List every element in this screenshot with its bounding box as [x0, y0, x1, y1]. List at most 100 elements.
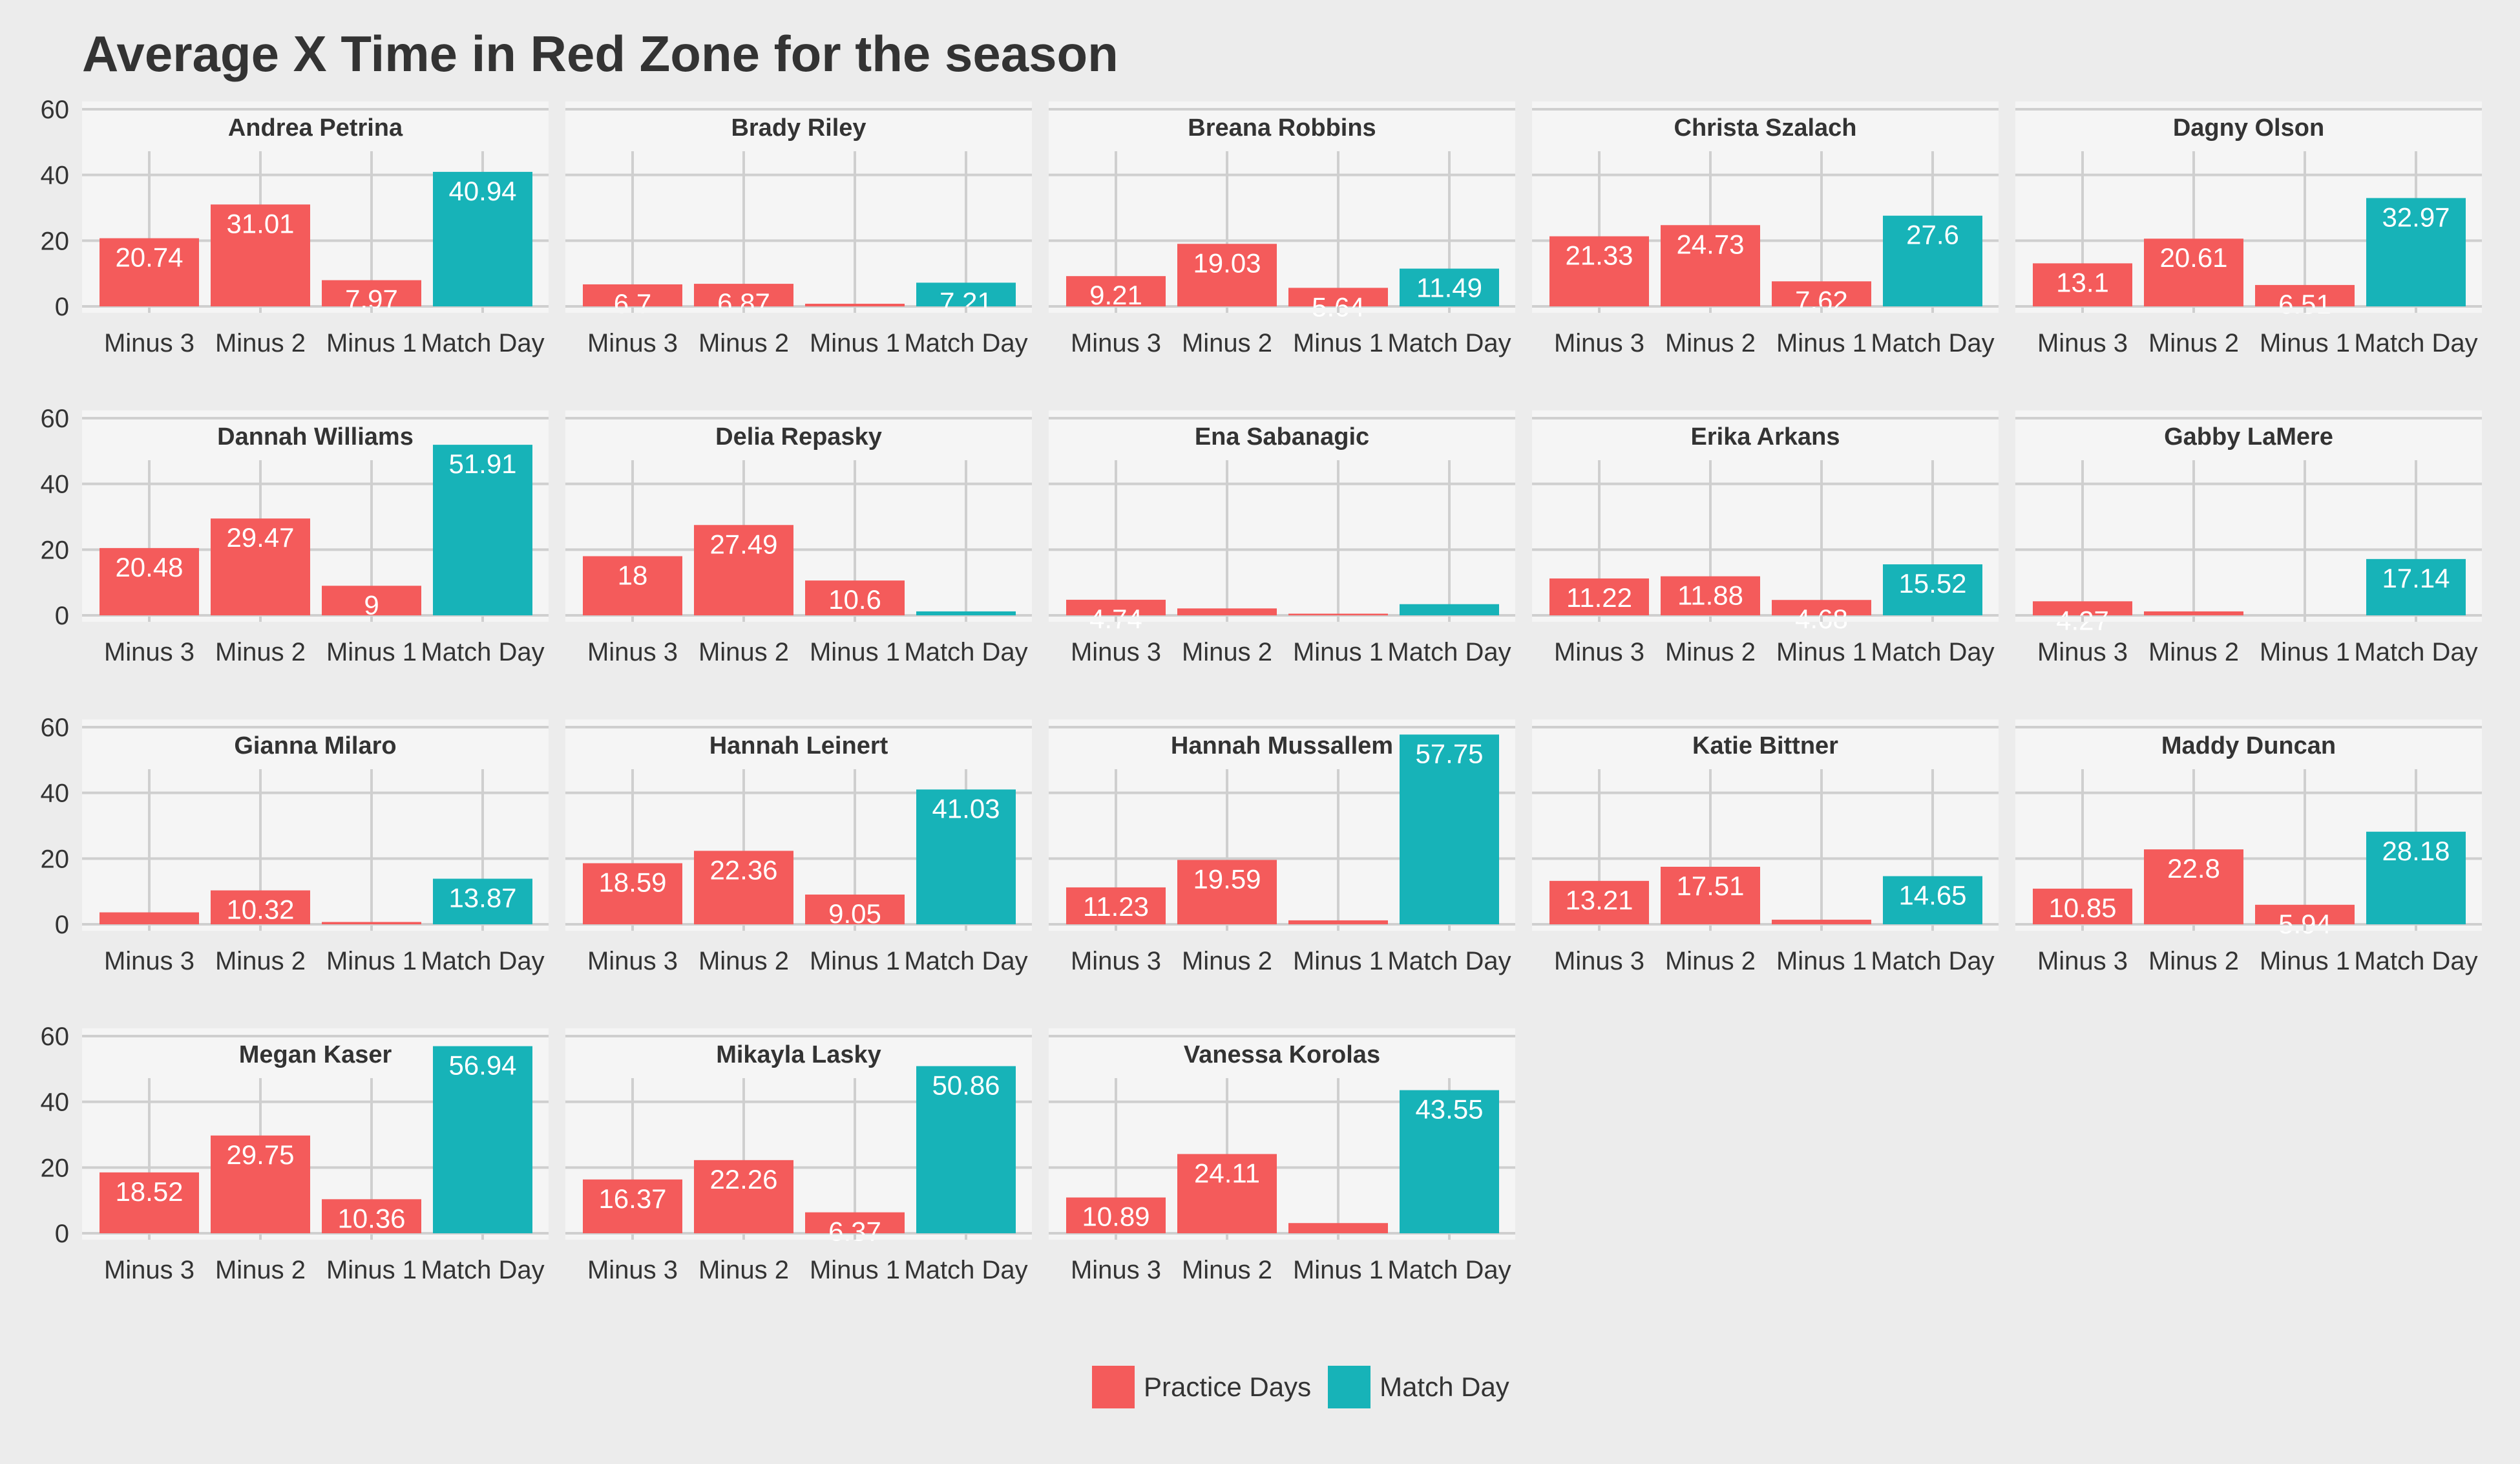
- x-tick-label: Minus 2: [1182, 947, 1272, 975]
- x-tick-label: Minus 1: [2260, 947, 2350, 975]
- bar-practice-day: [1066, 1197, 1166, 1233]
- bar-practice-day: [100, 238, 199, 306]
- x-tick-label: Match Day: [1387, 1256, 1511, 1284]
- bar-practice-day: [583, 1179, 682, 1233]
- x-tick-label: Minus 3: [104, 638, 194, 666]
- bar-value-label: 13.1: [2056, 267, 2109, 297]
- panel-baseline-mask: [1532, 308, 1999, 313]
- bar-value-label: 50.86: [932, 1070, 1000, 1100]
- facet-panel: Hannah Leinert 18.59 22.36 9.05 41.03 Minus 3…: [565, 719, 1032, 975]
- bar-match-day: [1400, 734, 1499, 924]
- panel-baseline-mask: [82, 617, 549, 622]
- bar-value-label: 18.59: [598, 867, 666, 898]
- x-tick-label: Minus 2: [215, 329, 306, 357]
- bar-value-label: 24.11: [1194, 1158, 1260, 1188]
- bar-match-day: [2366, 831, 2466, 924]
- legend-item-practice: Practice Days: [1092, 1366, 1311, 1408]
- x-tick-label: Minus 2: [1665, 947, 1756, 975]
- bar-value-label: 22.26: [709, 1164, 777, 1194]
- bar-value-label: 13.87: [448, 882, 516, 913]
- bar-value-label: 20.61: [2159, 242, 2227, 273]
- x-tick-label: Minus 3: [587, 329, 678, 357]
- panel-baseline-mask: [565, 308, 1032, 313]
- bar-practice-day: [1772, 600, 1871, 615]
- x-tick-label: Minus 2: [215, 947, 306, 975]
- x-tick-label: Minus 1: [1293, 947, 1383, 975]
- bar-value-label: 21.33: [1565, 240, 1633, 271]
- x-tick-label: Minus 3: [104, 947, 194, 975]
- x-tick-label: Match Day: [421, 638, 544, 666]
- chart-title: Average X Time in Red Zone for the seaso…: [82, 25, 1118, 82]
- facet-panel: Katie Bittner 13.21 17.51 14.65 Minus 3 Minus…: [1532, 719, 1999, 975]
- x-tick-label: Match Day: [2354, 638, 2477, 666]
- bar-value-label: 15.52: [1898, 568, 1966, 599]
- bar-practice-day: [1661, 225, 1760, 306]
- x-tick-label: Minus 3: [1071, 1256, 1161, 1284]
- bar-practice-day: [322, 280, 421, 306]
- x-tick-label: Minus 1: [810, 947, 900, 975]
- x-tick-label: Minus 2: [215, 638, 306, 666]
- y-tick-label: 40: [41, 1088, 70, 1117]
- bar-value-label: 5.94: [2278, 909, 2331, 939]
- x-tick-label: Match Day: [904, 1256, 1027, 1284]
- facet-panel: Mikayla Lasky 16.37 22.26 6.37 50.86 Minus 3 M…: [565, 1028, 1032, 1284]
- bar-practice-day: [805, 894, 905, 924]
- bar-practice-day: [1066, 599, 1166, 615]
- x-tick-label: Match Day: [1387, 638, 1511, 666]
- bar-value-label: 16.37: [598, 1183, 666, 1214]
- bar-practice-day: [1772, 919, 1871, 924]
- bar-value-label: 11.88: [1677, 580, 1743, 611]
- bar-value-label: 13.21: [1565, 885, 1633, 915]
- y-tick-label: 20: [41, 845, 70, 873]
- x-tick-label: Minus 1: [2260, 638, 2350, 666]
- x-tick-label: Minus 2: [1182, 329, 1272, 357]
- panel-baseline-mask: [565, 617, 1032, 622]
- bar-practice-day: [1549, 578, 1649, 615]
- bar-match-day: [433, 171, 532, 306]
- bar-practice-day: [2033, 601, 2132, 615]
- x-tick-label: Match Day: [904, 638, 1027, 666]
- x-tick-label: Match Day: [1387, 329, 1511, 357]
- x-tick-label: Minus 1: [1776, 947, 1867, 975]
- x-tick-label: Match Day: [1871, 329, 1994, 357]
- bar-practice-day: [1177, 1154, 1277, 1233]
- facet-panel: Hannah Mussallem 11.23 19.59 57.75 Minus 3 Mi…: [1049, 719, 1515, 975]
- bar-match-day: [2366, 198, 2466, 306]
- x-tick-label: Match Day: [421, 1256, 544, 1284]
- x-tick-label: Minus 2: [698, 1256, 789, 1284]
- panel-baseline-mask: [1049, 926, 1515, 931]
- bar-match-day: [1400, 1090, 1499, 1233]
- y-tick-label: 60: [41, 1023, 70, 1051]
- y-tick-label: 20: [41, 536, 70, 564]
- bar-match-day: [916, 1066, 1016, 1233]
- bar-practice-day: [1288, 920, 1388, 924]
- bar-practice-day: [1549, 880, 1649, 924]
- bar-value-label: 28.18: [2382, 836, 2450, 866]
- panel-strip-title: Ena Sabanagic: [1195, 423, 1369, 451]
- bar-value-label: 6.51: [2278, 289, 2331, 319]
- bar-value-label: 31.01: [226, 208, 294, 239]
- bar-value-label: 9.05: [828, 898, 881, 929]
- bar-value-label: 9: [364, 589, 379, 620]
- bar-practice-day: [322, 922, 421, 924]
- panel-baseline-mask: [565, 1235, 1032, 1240]
- panel-plot-area: [1049, 460, 1515, 622]
- x-tick-label: Minus 1: [810, 638, 900, 666]
- legend: Practice Days Match Day: [1092, 1366, 1526, 1408]
- bar-match-day: [1883, 876, 1982, 924]
- x-tick-label: Minus 3: [1071, 947, 1161, 975]
- bar-practice-day: [322, 586, 421, 615]
- bar-match-day: [1883, 564, 1982, 615]
- bar-value-label: 6.7: [614, 288, 651, 319]
- panel-strip-title: Mikayla Lasky: [716, 1041, 881, 1068]
- x-tick-label: Minus 2: [1665, 638, 1756, 666]
- bar-match-day: [1400, 268, 1499, 306]
- bar-practice-day: [100, 912, 199, 924]
- x-tick-label: Minus 3: [587, 947, 678, 975]
- panel-baseline-mask: [82, 1235, 549, 1240]
